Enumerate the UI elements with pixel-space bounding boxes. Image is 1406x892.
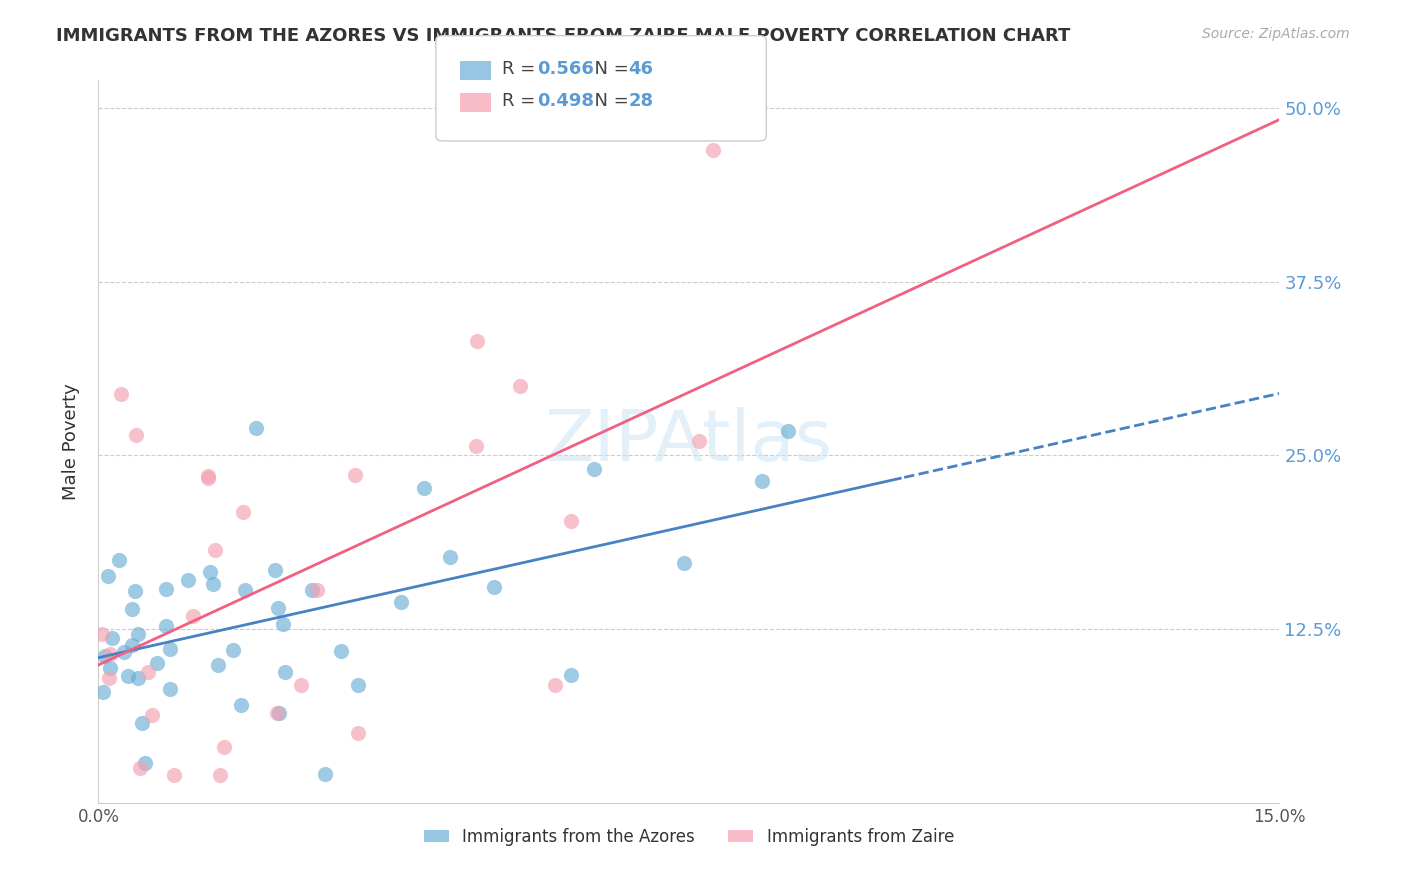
Text: 0.498: 0.498: [537, 92, 595, 110]
Point: [267, 601, 290, 615]
Point: [305, 583, 328, 598]
Point: [509, 379, 531, 393]
Point: [229, 698, 252, 712]
Point: [688, 434, 710, 449]
Y-axis label: Male Poverty: Male Poverty: [62, 384, 80, 500]
Point: [264, 563, 287, 577]
Point: [465, 439, 488, 453]
Legend: Immigrants from the Azores, Immigrants from Zaire: Immigrants from the Azores, Immigrants f…: [418, 821, 960, 852]
Point: [314, 767, 336, 781]
Point: [484, 580, 506, 594]
Point: [136, 665, 159, 680]
Point: [222, 643, 245, 657]
Point: [181, 609, 204, 624]
Point: [346, 678, 368, 692]
Point: [127, 671, 149, 685]
Text: IMMIGRANTS FROM THE AZORES VS IMMIGRANTS FROM ZAIRE MALE POVERTY CORRELATION CHA: IMMIGRANTS FROM THE AZORES VS IMMIGRANTS…: [56, 27, 1070, 45]
Point: [751, 475, 773, 489]
Point: [583, 462, 606, 476]
Point: [232, 505, 254, 519]
Point: [98, 671, 121, 685]
Point: [134, 756, 156, 771]
Point: [94, 649, 117, 664]
Point: [672, 557, 695, 571]
Point: [121, 602, 143, 616]
Text: R =: R =: [502, 60, 541, 78]
Point: [412, 482, 434, 496]
Point: [98, 661, 121, 675]
Point: [347, 726, 370, 740]
Point: [127, 626, 149, 640]
Point: [155, 619, 177, 633]
Point: [207, 657, 229, 672]
Point: [266, 706, 288, 721]
Point: [702, 143, 724, 157]
Point: [198, 565, 221, 579]
Point: [128, 761, 150, 775]
Point: [159, 681, 181, 696]
Point: [204, 543, 226, 558]
Text: 46: 46: [628, 60, 654, 78]
Point: [776, 424, 799, 438]
Point: [271, 616, 294, 631]
Point: [301, 582, 323, 597]
Point: [245, 420, 267, 434]
Point: [329, 643, 352, 657]
Text: Source: ZipAtlas.com: Source: ZipAtlas.com: [1202, 27, 1350, 41]
Point: [91, 684, 114, 698]
Point: [110, 386, 132, 401]
Point: [197, 468, 219, 483]
Point: [159, 641, 181, 656]
Text: R =: R =: [502, 92, 541, 110]
Point: [209, 768, 232, 782]
Text: N =: N =: [583, 60, 636, 78]
Point: [273, 665, 295, 679]
Point: [269, 706, 291, 721]
Point: [125, 427, 148, 442]
Point: [155, 582, 177, 596]
Point: [465, 334, 488, 349]
Point: [560, 668, 582, 682]
Point: [91, 627, 114, 641]
Point: [212, 740, 235, 755]
Point: [197, 471, 219, 485]
Text: N =: N =: [583, 92, 636, 110]
Text: 0.566: 0.566: [537, 60, 593, 78]
Point: [146, 656, 169, 670]
Point: [107, 553, 129, 567]
Point: [290, 678, 312, 692]
Point: [100, 631, 122, 645]
Text: ZIPAtlas: ZIPAtlas: [546, 407, 832, 476]
Point: [177, 574, 200, 588]
Point: [544, 678, 567, 692]
Point: [117, 669, 139, 683]
Point: [141, 708, 163, 723]
Point: [439, 550, 461, 565]
Point: [163, 768, 186, 782]
Point: [389, 595, 412, 609]
Point: [98, 648, 121, 662]
Point: [124, 584, 146, 599]
Point: [560, 514, 582, 528]
Text: 28: 28: [628, 92, 654, 110]
Point: [121, 638, 143, 652]
Point: [131, 715, 153, 730]
Point: [343, 467, 366, 482]
Point: [97, 569, 120, 583]
Point: [233, 582, 256, 597]
Point: [112, 645, 135, 659]
Point: [201, 577, 224, 591]
